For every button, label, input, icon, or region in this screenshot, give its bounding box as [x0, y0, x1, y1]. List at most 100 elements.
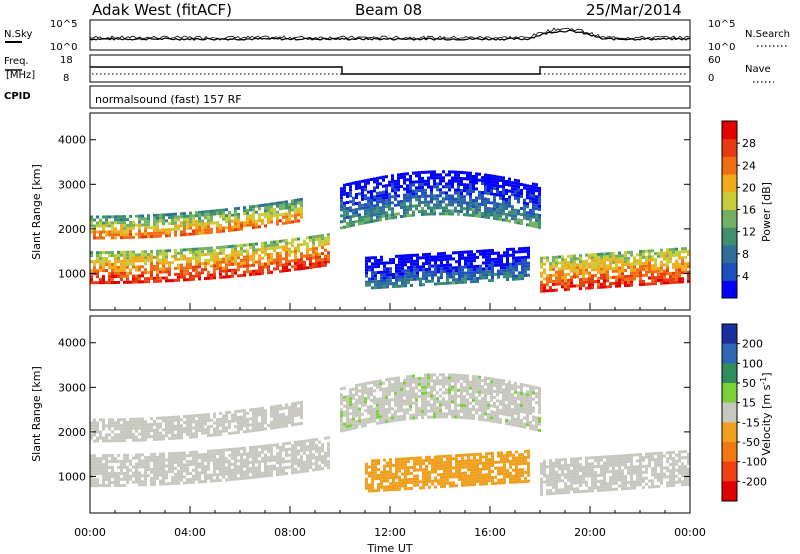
heatmap-cell [270, 211, 273, 215]
heatmap-cell [132, 435, 135, 439]
heatmap-cell [120, 277, 123, 281]
heatmap-cell [413, 268, 416, 272]
heatmap-cell [433, 403, 436, 407]
heatmap-cell [144, 223, 147, 227]
heatmap-cell [343, 216, 346, 220]
heatmap-cell [505, 192, 508, 195]
colorbar-swatch [722, 191, 737, 210]
heatmap-cell [663, 275, 666, 279]
heatmap-cell [508, 213, 511, 217]
heatmap-cell [400, 173, 403, 176]
heatmap-cell [421, 191, 424, 195]
heatmap-cell [102, 472, 105, 476]
heatmap-cell [99, 251, 102, 255]
heatmap-cell [288, 262, 291, 266]
heatmap-cell [153, 276, 156, 280]
heatmap-cell [422, 277, 425, 281]
heatmap-cell [144, 465, 147, 469]
heatmap-cell [162, 270, 165, 274]
heatmap-cell [234, 447, 237, 451]
heatmap-cell [189, 278, 192, 281]
heatmap-cell [237, 256, 240, 260]
heatmap-cell [234, 465, 237, 469]
heatmap-cell [246, 452, 249, 456]
heatmap-cell [123, 453, 126, 457]
heatmap-cell [237, 224, 240, 228]
heatmap-cell [117, 280, 120, 284]
heatmap-cell [484, 391, 487, 395]
heatmap-cell [327, 442, 330, 446]
heatmap-cell [114, 457, 117, 460]
heatmap-cell [285, 263, 288, 266]
heatmap-cell [379, 421, 382, 425]
heatmap-cell [195, 435, 198, 439]
heatmap-cell [666, 251, 669, 255]
heatmap-cell [294, 401, 297, 405]
heatmap-cell [535, 401, 538, 405]
heatmap-cell [503, 269, 506, 273]
heatmap-cell [162, 267, 165, 271]
heatmap-cell [687, 261, 690, 265]
heatmap-cell [564, 258, 567, 262]
heatmap-cell [469, 189, 472, 193]
heatmap-cell [493, 210, 496, 214]
heatmap-cell [472, 375, 475, 378]
heatmap-cell [300, 412, 303, 416]
heatmap-cell [147, 256, 150, 260]
heatmap-cell [615, 269, 618, 273]
heatmap-cell [419, 468, 422, 472]
heatmap-cell [96, 424, 99, 428]
heatmap-cell [484, 397, 487, 401]
heatmap-cell [297, 401, 300, 405]
heatmap-cell [225, 420, 228, 424]
heatmap-cell [285, 254, 288, 257]
heatmap-cell [183, 427, 186, 431]
heatmap-cell [294, 413, 297, 417]
heatmap-cell [343, 201, 346, 205]
heatmap-cell [529, 399, 532, 403]
heatmap-cell [93, 439, 96, 443]
heatmap-cell [446, 278, 449, 282]
heatmap-cell [502, 394, 505, 398]
heatmap-cell [422, 459, 425, 463]
heatmap-cell [315, 459, 318, 462]
heatmap-cell [597, 270, 600, 274]
heatmap-cell [491, 258, 494, 261]
heatmap-cell [439, 200, 442, 204]
heatmap-cell [370, 211, 373, 214]
power-y-label: Slant Range [km] [30, 164, 43, 260]
heatmap-cell [201, 247, 204, 251]
heatmap-cell [117, 256, 120, 260]
heatmap-cell [186, 226, 189, 230]
heatmap-cell [373, 413, 376, 417]
heatmap-cell [422, 256, 425, 260]
heatmap-cell [466, 386, 469, 390]
heatmap-cell [141, 256, 144, 260]
heatmap-cell [442, 391, 445, 395]
heatmap-cell [189, 478, 192, 481]
heatmap-cell [183, 227, 186, 231]
heatmap-cell [433, 173, 436, 177]
heatmap-cell [430, 385, 433, 389]
heatmap-cell [418, 383, 421, 387]
heatmap-cell [499, 417, 502, 421]
heatmap-cell [105, 460, 108, 464]
heatmap-cell [240, 244, 243, 247]
heatmap-cell [448, 385, 451, 389]
heatmap-cell [216, 464, 219, 468]
heatmap-cell [517, 209, 520, 213]
heatmap-cell [546, 256, 549, 260]
heatmap-cell [472, 181, 475, 184]
heatmap-cell [364, 209, 367, 213]
heatmap-cell [264, 459, 267, 463]
heatmap-cell [401, 466, 404, 470]
heatmap-cell [395, 254, 398, 258]
heatmap-cell [416, 462, 419, 466]
heatmap-cell [234, 410, 237, 414]
heatmap-cell [108, 263, 111, 267]
heatmap-cell [538, 401, 541, 405]
y-tick-label: 4000 [58, 134, 86, 147]
heatmap-cell [470, 253, 473, 257]
heatmap-cell [96, 439, 99, 443]
heatmap-cell [511, 205, 514, 209]
